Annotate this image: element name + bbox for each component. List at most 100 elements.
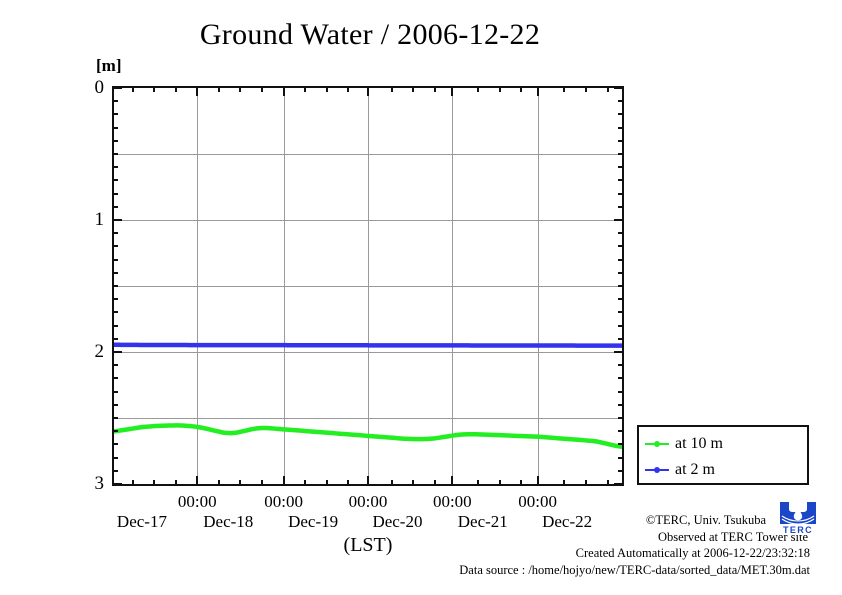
x-tick-minor-top xyxy=(175,86,177,92)
legend-marker-at-10m xyxy=(645,438,669,450)
x-tick-minor xyxy=(520,480,522,486)
vertical-gridline xyxy=(368,88,369,484)
y-tick-minor-right xyxy=(618,140,624,142)
y-tick-minor-right xyxy=(618,377,624,379)
y-tick-minor-right xyxy=(618,457,624,459)
y-tick-minor xyxy=(112,140,118,142)
terc-logo: TERC xyxy=(779,501,817,535)
vertical-gridline xyxy=(538,88,539,484)
y-axis-unit-label: [m] xyxy=(96,56,122,75)
y-tick-major-right xyxy=(614,87,624,89)
x-tick-date-label: Dec-17 xyxy=(116,512,167,531)
y-tick-minor xyxy=(112,404,118,406)
x-tick-minor-top xyxy=(218,86,220,92)
y-tick-major-right xyxy=(614,219,624,221)
copyright-text: ©TERC, Univ. Tsukuba xyxy=(645,513,766,527)
y-tick-minor xyxy=(112,153,118,155)
x-tick-minor xyxy=(499,480,501,486)
footer-credits: ©TERC, Univ. Tsukuba Observed at TERC To… xyxy=(400,512,810,578)
y-tick-minor xyxy=(112,417,118,419)
series-line-2 xyxy=(114,342,622,348)
svg-text:TERC: TERC xyxy=(783,525,813,535)
x-tick-minor-top xyxy=(563,86,565,92)
x-tick-time-label: 00:00 xyxy=(348,492,388,511)
x-tick-minor-top xyxy=(391,86,393,92)
y-tick-minor xyxy=(112,272,118,274)
x-tick-minor-top xyxy=(477,86,479,92)
x-tick-time-label: 00:00 xyxy=(518,492,558,511)
y-tick-minor xyxy=(112,338,118,340)
y-tick-minor-right xyxy=(618,430,624,432)
legend: at 10 m at 2 m xyxy=(637,425,809,485)
x-tick-minor xyxy=(132,480,134,486)
y-tick-minor-right xyxy=(618,443,624,445)
x-tick-minor-top xyxy=(261,86,263,92)
x-tick-date-label: Dec-20 xyxy=(372,512,423,531)
y-tick-major xyxy=(112,351,122,353)
y-tick-minor-right xyxy=(618,404,624,406)
y-tick-minor-right xyxy=(618,153,624,155)
y-tick-minor-right xyxy=(618,338,624,340)
y-tick-minor xyxy=(112,457,118,459)
y-axis-labels: 0 1 2 3 xyxy=(40,0,105,595)
x-tick-time-label: 00:00 xyxy=(264,492,304,511)
x-tick-minor xyxy=(239,480,241,486)
legend-marker-at-2m xyxy=(645,464,669,476)
x-tick-minor xyxy=(347,480,349,486)
y-tick-minor xyxy=(112,232,118,234)
x-tick-date-label: Dec-18 xyxy=(203,512,254,531)
x-tick-date-label: Dec-22 xyxy=(542,512,593,531)
x-tick-major-top xyxy=(537,86,539,96)
data-source-text: Data source : /home/hojyo/new/TERC-data/… xyxy=(459,562,810,577)
x-tick-minor-top xyxy=(412,86,414,92)
x-tick-minor-top xyxy=(153,86,155,92)
y-tick-major xyxy=(112,483,122,485)
y-tick-minor xyxy=(112,259,118,261)
x-axis-title: (LST) xyxy=(343,534,393,556)
created-text: Created Automatically at 2006-12-22/23:3… xyxy=(575,546,810,560)
y-tick-minor xyxy=(112,325,118,327)
y-tick-minor-right xyxy=(618,259,624,261)
x-tick-minor-top xyxy=(326,86,328,92)
y-tick-label: 2 xyxy=(94,341,105,362)
series-line-1 xyxy=(114,423,622,450)
y-tick-major xyxy=(112,219,122,221)
x-tick-time-label: 00:00 xyxy=(177,492,217,511)
legend-item-at-10m: at 10 m xyxy=(645,433,723,455)
y-tick-minor xyxy=(112,364,118,366)
vertical-gridline xyxy=(197,88,198,484)
y-tick-minor-right xyxy=(618,272,624,274)
x-tick-minor xyxy=(304,480,306,486)
y-tick-minor-right xyxy=(618,364,624,366)
y-tick-minor xyxy=(112,100,118,102)
x-tick-major-top xyxy=(196,86,198,96)
y-tick-minor-right xyxy=(618,193,624,195)
x-tick-minor xyxy=(326,480,328,486)
y-tick-major-right xyxy=(614,351,624,353)
vertical-gridline xyxy=(284,88,285,484)
y-tick-minor-right xyxy=(618,325,624,327)
x-tick-date-label: Dec-19 xyxy=(288,512,339,531)
y-tick-minor xyxy=(112,298,118,300)
x-tick-minor-top xyxy=(304,86,306,92)
page-title: Ground Water / 2006-12-22 xyxy=(199,18,541,51)
y-tick-minor xyxy=(112,377,118,379)
y-tick-minor-right xyxy=(618,206,624,208)
y-tick-label: 0 xyxy=(94,77,105,98)
y-tick-minor-right xyxy=(618,298,624,300)
x-tick-major xyxy=(196,476,198,486)
y-tick-minor xyxy=(112,285,118,287)
x-tick-minor-top xyxy=(607,86,609,92)
x-tick-minor-top xyxy=(585,86,587,92)
y-tick-minor-right xyxy=(618,179,624,181)
plot-inner xyxy=(114,88,622,484)
y-tick-minor-right xyxy=(618,100,624,102)
observed-text: Observed at TERC Tower site xyxy=(657,529,808,544)
x-tick-minor xyxy=(391,480,393,486)
y-tick-minor-right xyxy=(618,417,624,419)
x-tick-date-label: Dec-21 xyxy=(457,512,508,531)
x-tick-minor xyxy=(175,480,177,486)
x-tick-major xyxy=(451,476,453,486)
